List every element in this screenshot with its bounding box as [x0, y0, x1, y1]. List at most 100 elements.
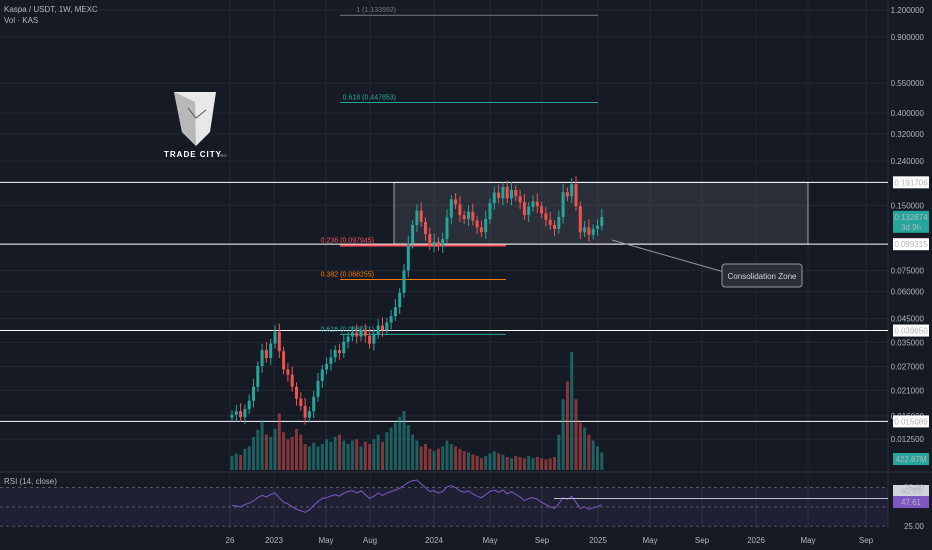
volume-bar	[548, 458, 552, 470]
rsi-title[interactable]: RSI (14, close)	[4, 477, 57, 486]
fib-label: 0.618 (0.038071)	[321, 326, 374, 333]
candle-body	[540, 206, 544, 214]
volume-bar	[514, 455, 518, 470]
candle-body	[406, 243, 410, 271]
volume-bar	[385, 432, 389, 470]
volume-bar	[424, 444, 427, 470]
annotation: Consolidation Zone	[611, 239, 803, 288]
symbol-title[interactable]: Kaspa / USDT, 1W, MEXC	[4, 5, 98, 14]
volume-bar	[230, 455, 234, 470]
candle-body	[230, 414, 234, 418]
volume-bar	[372, 439, 376, 470]
volume-bar	[368, 444, 372, 470]
volume-bar	[376, 434, 380, 470]
candle-body	[333, 350, 337, 358]
level-price-label-bg	[893, 415, 929, 428]
volume-bar	[320, 444, 324, 470]
volume-bar	[432, 451, 436, 470]
candle-body	[527, 206, 531, 216]
candle-body	[436, 241, 440, 246]
last-price-label: 0.132874	[894, 213, 928, 222]
level-price-label: 0.191706	[894, 178, 928, 187]
candle-body	[247, 400, 251, 410]
candle-body	[359, 330, 363, 337]
x-tick-label: May	[318, 536, 333, 545]
candle-body	[385, 322, 389, 331]
volume-bar	[531, 458, 535, 470]
volume-title[interactable]: Vol · KAS	[4, 16, 39, 25]
candle-body	[243, 409, 247, 418]
annotation-box	[721, 263, 803, 288]
zone-rect	[393, 181, 809, 245]
volume-bar	[557, 434, 561, 470]
volume-bar	[497, 453, 501, 470]
y-tick-label: 0.150000	[891, 201, 925, 210]
level-price-label-bg	[893, 176, 929, 189]
candle-body	[484, 219, 488, 233]
x-tick-label: Sep	[859, 536, 874, 545]
rsi-value-label: 60.93	[901, 487, 922, 496]
candle-body	[454, 199, 458, 205]
logo-mark-line	[187, 107, 207, 119]
price-axis[interactable]: 1.200000 0.900000 0.550000 0.400000 0.320000…	[891, 6, 929, 531]
fib-label: 0.382 (0.068255)	[321, 271, 374, 278]
x-tick-label: 2025	[589, 536, 607, 545]
volume-bar	[484, 455, 488, 470]
candle-body	[445, 217, 449, 240]
fib-label: 1 (1.133592)	[356, 7, 396, 14]
candle-body	[467, 211, 470, 220]
y-tick-label: 0.900000	[891, 33, 925, 42]
volume-bar	[471, 454, 475, 470]
volume-bar	[436, 448, 440, 470]
horizontal-levels	[0, 181, 888, 422]
volume-bar	[600, 452, 604, 470]
candle-body	[398, 292, 402, 308]
volume-bar	[295, 428, 298, 470]
volume-bar	[415, 440, 419, 470]
volume-bar	[488, 453, 492, 470]
candle-body	[458, 204, 462, 216]
volume-bar	[540, 458, 544, 470]
volume-bar	[462, 451, 466, 470]
volume-bar	[312, 442, 316, 470]
candle-body	[282, 351, 286, 370]
volume-bar	[522, 458, 526, 470]
volume-bar	[587, 434, 591, 470]
volume-bar	[467, 452, 470, 470]
rsi-ma-label-bg	[893, 496, 929, 508]
candle-body	[518, 196, 522, 203]
candle-body	[381, 325, 384, 331]
volume-bar	[570, 352, 574, 470]
volume-bar	[565, 381, 569, 470]
candle-body	[411, 224, 415, 244]
candle-body	[368, 335, 372, 344]
volume-bar	[411, 434, 415, 470]
candle-body	[346, 336, 350, 342]
candle-body	[273, 331, 277, 344]
fib-levels: 1 (1.133592) 0.618 (0.447853) 0.236 (0.097…	[321, 7, 598, 335]
last-price-bg	[893, 210, 929, 233]
candle-body	[514, 189, 518, 197]
volume-bar	[350, 440, 354, 470]
fib-label: 0.618 (0.447853)	[343, 95, 396, 102]
volume-bar	[273, 428, 277, 470]
volume-bar	[359, 446, 363, 470]
time-axis[interactable]: 26 2023 May Aug 2024 May Sep 2025 May Sep 2026 May S…	[226, 536, 874, 545]
candle-body	[497, 192, 501, 199]
annotation-pointer	[611, 239, 725, 273]
logo-suffix: PRO	[218, 153, 227, 158]
volume-bar	[535, 457, 539, 470]
volume-bar	[458, 448, 462, 470]
candle-body	[419, 210, 423, 222]
candle-body	[239, 411, 243, 418]
candle-body	[565, 192, 569, 197]
volume-bar	[256, 429, 260, 470]
level-price-label: 0.039650	[894, 327, 928, 336]
y-tick-label: 0.400000	[891, 109, 925, 118]
candles	[230, 176, 604, 425]
volume-bar	[269, 436, 273, 470]
y-tick-label: 0.240000	[891, 157, 925, 166]
candle-body	[372, 334, 376, 344]
y-tick-label: 0.075000	[891, 267, 925, 276]
